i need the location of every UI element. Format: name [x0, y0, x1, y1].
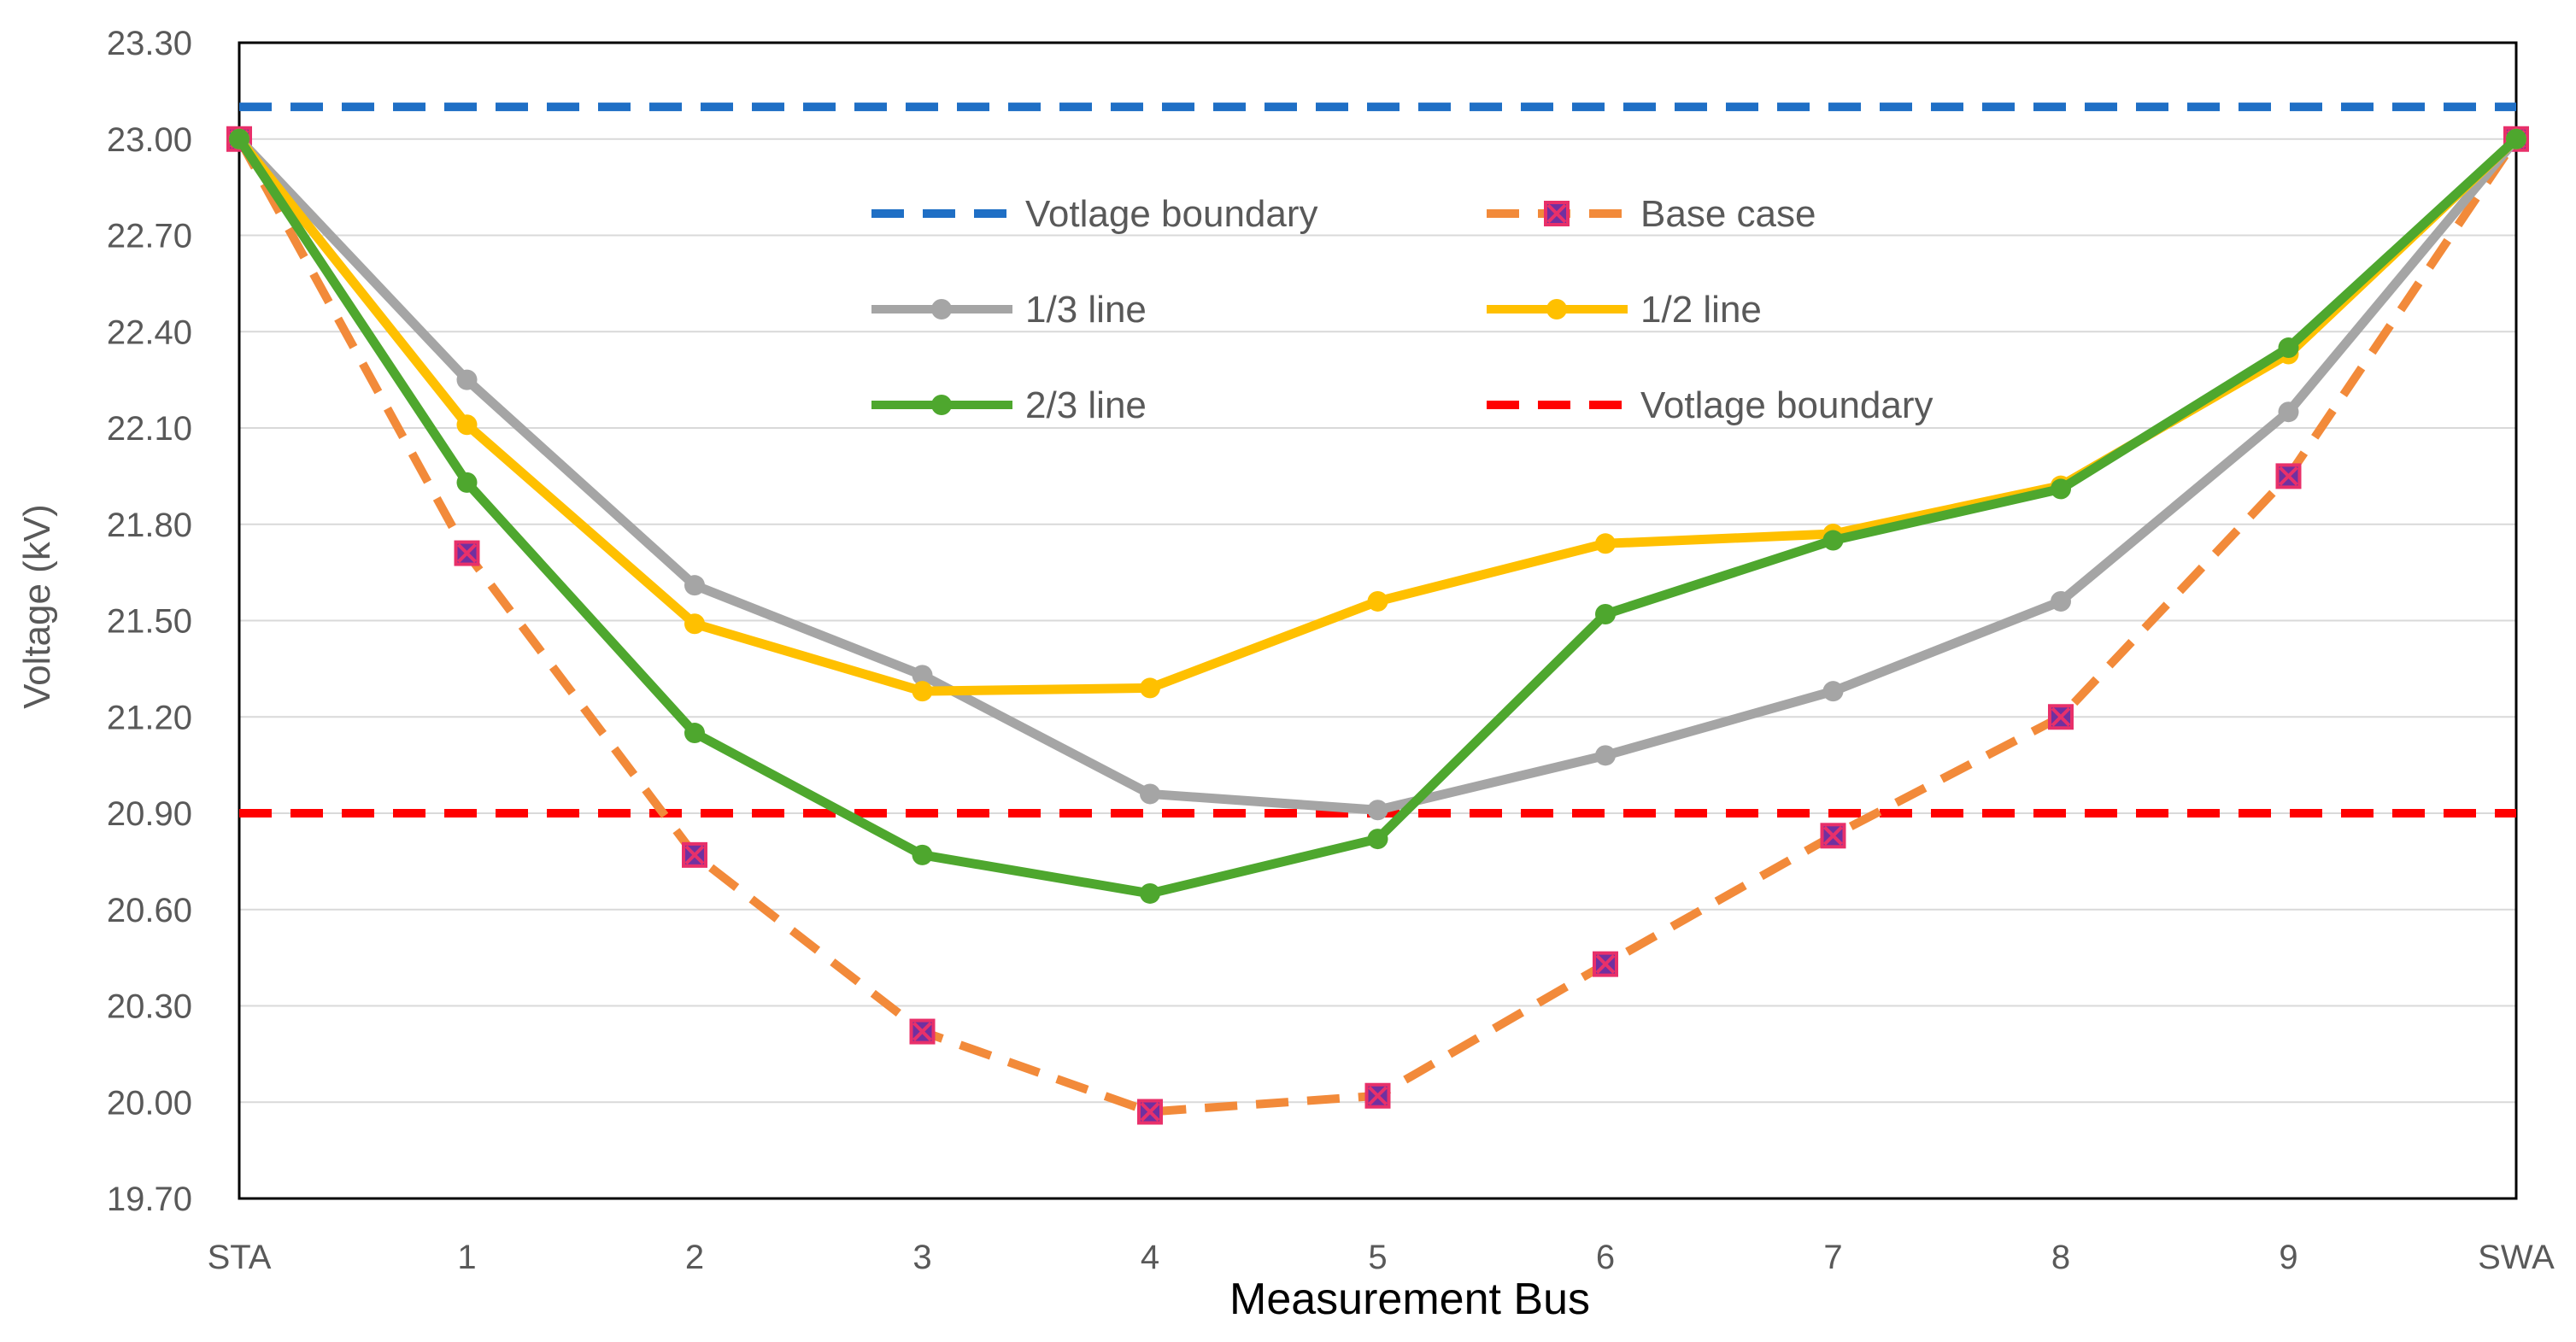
legend: Votlage boundary Base case 1/3 line 1/2 lin…	[871, 193, 1933, 426]
y-tick-label: 22.70	[107, 218, 192, 255]
data-point	[912, 681, 933, 702]
data-point	[1140, 882, 1160, 904]
series-line	[235, 135, 2520, 899]
legend-label: 1/3 line	[1025, 289, 1147, 331]
legend-entry: Votlage boundary	[1487, 384, 1933, 426]
data-point	[909, 1018, 936, 1045]
plot-area-frame	[238, 41, 2518, 1200]
data-point	[1593, 951, 1618, 977]
y-tick-label: 21.20	[107, 699, 192, 736]
marker-cross	[1546, 203, 1567, 224]
marker-cross	[1140, 1102, 1160, 1122]
y-tick-label: 21.80	[107, 507, 192, 544]
x-tick-label: STA	[208, 1239, 272, 1276]
y-tick-label: 21.50	[107, 603, 192, 641]
y-tick-label: 22.40	[107, 314, 192, 351]
data-point	[1595, 745, 1616, 766]
legend-entry: 1/3 line	[871, 289, 1147, 331]
x-tick-label: 6	[1596, 1239, 1615, 1276]
legend-label: Votlage boundary	[1025, 193, 1318, 235]
data-point	[456, 472, 478, 493]
y-tick-label: 23.30	[107, 25, 192, 62]
data-point	[2048, 704, 2074, 730]
data-point	[1140, 783, 1160, 805]
data-point	[1820, 823, 1846, 849]
marker-cross	[684, 845, 705, 865]
x-tick-label: 1	[457, 1239, 476, 1276]
series-layer	[226, 103, 2529, 1125]
series-4	[229, 128, 2526, 904]
data-point	[1822, 681, 1844, 702]
series-line	[236, 135, 2520, 815]
data-point	[1546, 299, 1567, 319]
data-point	[1140, 677, 1160, 699]
marker-cross	[2279, 466, 2298, 486]
data-point	[2051, 590, 2071, 612]
x-tick-label: 3	[912, 1239, 931, 1276]
legend-label: Base case	[1640, 193, 1816, 235]
data-point	[454, 540, 480, 566]
data-point	[684, 613, 705, 635]
data-point	[456, 414, 478, 436]
data-point	[931, 395, 952, 415]
y-tick-label: 23.00	[107, 121, 192, 159]
data-point	[1544, 201, 1570, 226]
data-point	[229, 128, 249, 149]
series-line	[235, 136, 2520, 1116]
y-axis-title: Voltage (kV)	[16, 504, 58, 709]
x-tick-label: 2	[685, 1239, 704, 1276]
x-tick-label: 9	[2279, 1239, 2297, 1276]
gridlines	[239, 42, 2516, 1199]
data-point	[1137, 1099, 1163, 1125]
series-1	[226, 126, 2529, 1125]
data-point	[1367, 800, 1388, 821]
data-point	[912, 844, 933, 865]
x-tick-label: 8	[2051, 1239, 2070, 1276]
data-point	[2278, 337, 2299, 359]
data-point	[1822, 530, 1844, 551]
data-point	[931, 299, 952, 319]
x-tick-label: 5	[1368, 1239, 1387, 1276]
x-axis-title: Measurement Bus	[1229, 1275, 1590, 1324]
marker-cross	[1823, 825, 1843, 846]
data-point	[684, 723, 705, 744]
data-point	[1367, 829, 1388, 850]
data-point	[2275, 463, 2302, 489]
x-tick-label: SWA	[2478, 1239, 2555, 1276]
legend-label: 2/3 line	[1025, 384, 1147, 426]
marker-cross	[457, 543, 477, 563]
legend-entry: Base case	[1487, 193, 1816, 235]
legend-label: 1/2 line	[1640, 289, 1762, 331]
legend-entry: 2/3 line	[871, 384, 1147, 426]
marker-cross	[2051, 706, 2071, 727]
x-axis-ticks: STA 1 2 3 4 5 6 7 8 9 SWA	[208, 1239, 2555, 1276]
data-point	[2506, 128, 2526, 149]
legend-entry: Votlage boundary	[871, 193, 1318, 235]
x-tick-label: 4	[1141, 1239, 1159, 1276]
data-point	[1367, 590, 1388, 612]
y-tick-label: 20.60	[107, 892, 192, 929]
x-tick-label: 7	[1823, 1239, 1842, 1276]
marker-cross	[912, 1022, 932, 1041]
data-point	[1595, 533, 1616, 554]
legend-label: Votlage boundary	[1640, 384, 1933, 426]
data-point	[1364, 1082, 1391, 1109]
legend-entry: 1/2 line	[1487, 289, 1762, 331]
data-point	[2278, 401, 2299, 423]
data-point	[1595, 603, 1616, 624]
data-point	[684, 575, 705, 596]
y-tick-label: 20.00	[107, 1084, 192, 1122]
y-axis-ticks: 19.70 20.00 20.30 20.60 20.90 21.20 21.50 21.80…	[107, 25, 192, 1218]
y-tick-label: 19.70	[107, 1181, 192, 1218]
marker-cross	[1368, 1086, 1388, 1106]
data-point	[682, 841, 707, 868]
data-point	[2051, 478, 2071, 500]
data-point	[456, 369, 478, 390]
marker-cross	[1595, 954, 1616, 975]
y-tick-label: 22.10	[107, 410, 192, 448]
data-point	[912, 665, 933, 686]
y-tick-label: 20.30	[107, 988, 192, 1026]
y-tick-label: 20.90	[107, 795, 192, 833]
